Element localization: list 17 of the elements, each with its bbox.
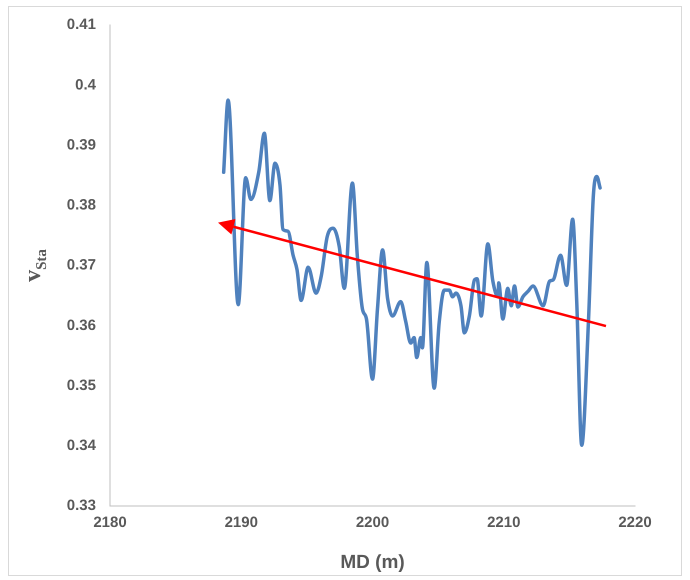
y-tick-label: 0.4 <box>75 76 97 94</box>
x-axis-title: MD (m) <box>340 552 405 573</box>
y-tick-label: 0.36 <box>66 316 96 334</box>
x-tick-label: 2180 <box>93 514 127 532</box>
y-tick-label: 0.41 <box>66 16 96 34</box>
line-series <box>222 98 602 448</box>
y-axis-title: vSta <box>20 248 50 282</box>
y-tick-label: 0.39 <box>66 136 96 154</box>
y-tick-label: 0.38 <box>66 196 96 214</box>
y-tick-label: 0.35 <box>66 376 96 394</box>
x-tick-label: 2190 <box>224 514 258 532</box>
x-tick-label: 2210 <box>487 514 520 532</box>
x-tick-label: 2200 <box>356 514 390 532</box>
y-tick-label: 0.33 <box>66 497 96 514</box>
x-tick-label: 2220 <box>618 514 652 532</box>
y-tick-label: 0.37 <box>66 256 96 274</box>
y-tick-label: 0.34 <box>66 437 97 454</box>
